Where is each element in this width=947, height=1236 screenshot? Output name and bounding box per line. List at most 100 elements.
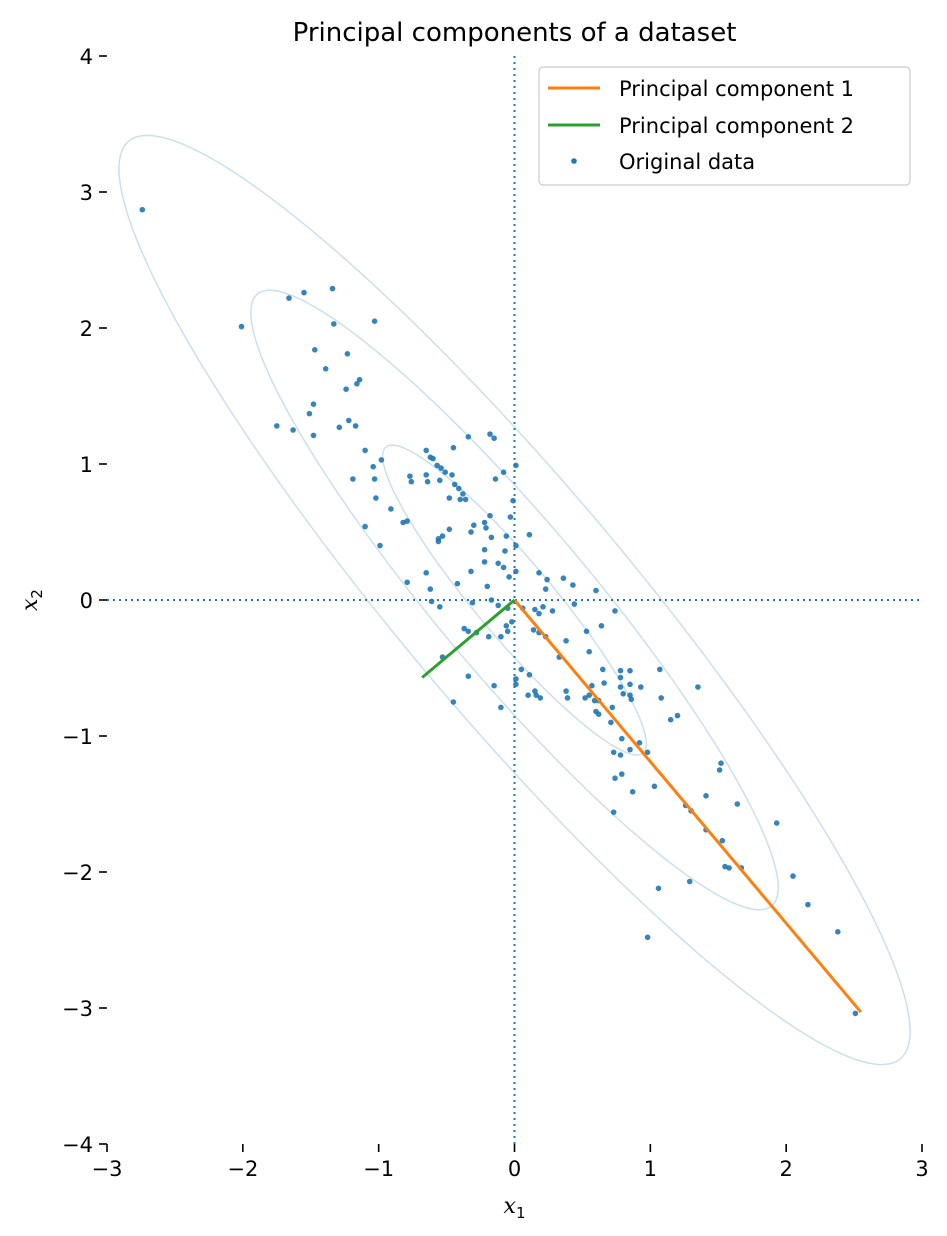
data-point-19 bbox=[290, 427, 296, 433]
ellipse-3 bbox=[118, 134, 911, 1066]
data-point-17 bbox=[352, 423, 359, 429]
x-tick-label-1: −2 bbox=[227, 1157, 258, 1181]
data-point-107 bbox=[498, 633, 504, 640]
data-point-5 bbox=[331, 321, 337, 327]
data-point-98 bbox=[560, 575, 567, 581]
data-point-176 bbox=[734, 801, 741, 807]
data-point-127 bbox=[513, 681, 519, 688]
legend-label-pc2: Principal component 2 bbox=[619, 114, 854, 138]
data-point-81 bbox=[468, 568, 474, 575]
data-point-65 bbox=[487, 512, 493, 519]
ellipse-1 bbox=[381, 444, 648, 756]
data-point-150 bbox=[586, 648, 592, 655]
y-tick-label-4: 0 bbox=[80, 589, 93, 613]
data-point-154 bbox=[608, 719, 614, 726]
data-point-58 bbox=[483, 525, 489, 531]
data-point-42 bbox=[423, 472, 430, 478]
data-point-102 bbox=[540, 604, 546, 610]
data-point-153 bbox=[609, 704, 616, 711]
data-point-111 bbox=[530, 627, 537, 633]
data-point-4 bbox=[329, 285, 336, 292]
data-point-84 bbox=[488, 597, 495, 603]
data-point-88 bbox=[469, 599, 476, 606]
data-point-53 bbox=[439, 533, 446, 539]
data-point-0 bbox=[139, 206, 146, 213]
data-point-33 bbox=[408, 478, 415, 485]
data-point-74 bbox=[502, 548, 508, 554]
data-point-184 bbox=[805, 901, 811, 908]
data-point-155 bbox=[657, 666, 663, 673]
legend: Principal component 1 Principal componen… bbox=[538, 66, 911, 186]
data-point-89 bbox=[495, 602, 502, 609]
legend-label-pc1: Principal component 1 bbox=[619, 77, 854, 101]
data-point-101 bbox=[593, 587, 599, 594]
data-point-52 bbox=[446, 526, 453, 533]
data-point-32 bbox=[407, 473, 413, 480]
data-point-92 bbox=[532, 606, 538, 613]
data-point-69 bbox=[510, 497, 516, 504]
y-tick-label-6: 2 bbox=[80, 317, 93, 341]
data-point-168 bbox=[629, 789, 636, 795]
data-point-93 bbox=[536, 610, 542, 617]
data-point-142 bbox=[617, 674, 624, 681]
legend-frame bbox=[538, 66, 911, 186]
data-point-68 bbox=[507, 514, 514, 520]
data-point-160 bbox=[619, 735, 625, 742]
data-point-36 bbox=[430, 455, 436, 462]
data-point-10 bbox=[356, 376, 363, 383]
data-point-13 bbox=[310, 401, 317, 408]
data-point-109 bbox=[503, 623, 510, 629]
data-point-20 bbox=[310, 432, 317, 439]
data-point-73 bbox=[500, 564, 507, 571]
component-lines bbox=[421, 598, 863, 1014]
data-point-152 bbox=[595, 711, 602, 717]
data-point-158 bbox=[674, 712, 681, 719]
data-point-169 bbox=[610, 809, 617, 815]
data-point-97 bbox=[549, 608, 556, 614]
data-point-43 bbox=[424, 478, 431, 485]
data-point-40 bbox=[449, 472, 455, 478]
data-point-131 bbox=[537, 695, 544, 701]
data-point-170 bbox=[651, 783, 658, 790]
data-point-7 bbox=[312, 347, 318, 353]
data-point-66 bbox=[488, 534, 495, 541]
data-point-182 bbox=[773, 820, 780, 826]
data-point-47 bbox=[460, 491, 466, 497]
data-point-1 bbox=[238, 323, 245, 330]
x-tick-label-0: −3 bbox=[92, 1157, 123, 1181]
data-point-56 bbox=[471, 522, 477, 528]
data-point-79 bbox=[427, 586, 434, 592]
data-point-64 bbox=[513, 462, 519, 469]
data-point-173 bbox=[703, 793, 709, 799]
data-point-71 bbox=[481, 546, 488, 553]
data-point-125 bbox=[518, 666, 525, 673]
data-point-157 bbox=[667, 716, 674, 723]
data-point-72 bbox=[495, 560, 502, 567]
data-point-94 bbox=[536, 570, 542, 576]
data-point-82 bbox=[481, 559, 488, 565]
x-tick-label-6: 3 bbox=[915, 1157, 928, 1181]
data-point-61 bbox=[491, 435, 497, 442]
data-point-14 bbox=[306, 410, 313, 417]
data-point-106 bbox=[485, 633, 492, 640]
data-point-144 bbox=[620, 691, 626, 697]
data-point-146 bbox=[627, 681, 633, 688]
data-point-139 bbox=[601, 680, 607, 686]
data-point-9 bbox=[322, 366, 329, 372]
y-tick-label-0: −4 bbox=[62, 1133, 93, 1157]
data-point-15 bbox=[346, 417, 352, 424]
data-point-26 bbox=[373, 495, 379, 501]
data-point-67 bbox=[503, 533, 510, 539]
data-point-121 bbox=[450, 699, 457, 705]
data-point-22 bbox=[378, 457, 385, 463]
data-point-39 bbox=[442, 469, 449, 476]
data-point-149 bbox=[638, 684, 644, 690]
y-tick-label-1: −3 bbox=[62, 997, 93, 1021]
data-point-46 bbox=[456, 485, 462, 492]
data-point-187 bbox=[686, 878, 693, 885]
data-point-132 bbox=[563, 688, 569, 694]
data-point-29 bbox=[362, 523, 368, 530]
reference-lines bbox=[107, 56, 922, 1144]
data-point-145 bbox=[627, 667, 633, 674]
